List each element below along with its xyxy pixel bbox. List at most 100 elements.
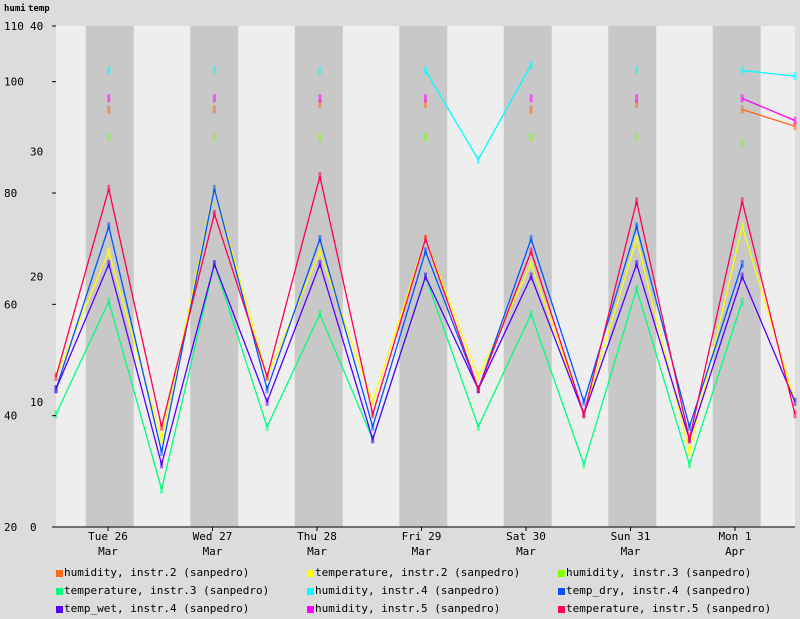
legend-item: temperature, instr.2 (sanpedro) <box>307 566 558 580</box>
legend-label: humidity, instr.2 (sanpedro) <box>64 566 250 579</box>
night-band <box>712 26 761 527</box>
series-line <box>55 188 743 453</box>
x-tick-month-label: Mar <box>307 545 327 558</box>
data-point <box>582 397 586 406</box>
night-band <box>294 26 343 527</box>
x-tick-day-label: Tue 26 <box>88 530 128 543</box>
data-point <box>740 138 744 147</box>
data-point <box>107 66 111 75</box>
data-point <box>212 66 216 75</box>
data-point <box>318 234 322 243</box>
corner-label-humi: humi <box>4 3 26 14</box>
humidity-tick-label: 60 <box>4 298 17 311</box>
data-point <box>740 66 744 75</box>
legend-swatch <box>558 587 565 595</box>
data-point <box>107 133 111 142</box>
series-line <box>741 97 796 122</box>
data-point <box>160 460 164 469</box>
x-tick-day-label: Sun 31 <box>611 530 651 543</box>
x-tick-month-label: Mar <box>203 545 223 558</box>
legend-item: humidity, instr.5 (sanpedro) <box>307 602 558 616</box>
data-point <box>529 310 533 319</box>
data-point <box>635 99 639 108</box>
series-1 <box>107 99 797 131</box>
legend-swatch <box>56 587 63 595</box>
data-point <box>424 247 427 256</box>
legend-label: humidity, instr.5 (sanpedro) <box>315 602 501 615</box>
data-point <box>793 116 797 125</box>
data-point <box>160 435 164 444</box>
legend-item: temperature, instr.3 (sanpedro) <box>56 584 307 598</box>
data-point <box>54 372 58 381</box>
data-point <box>318 133 322 142</box>
data-point <box>424 133 427 142</box>
legend: humidity, instr.2 (sanpedro) temperature,… <box>56 566 800 616</box>
x-tick-day-label: Fri 29 <box>402 530 442 543</box>
data-point <box>212 94 216 103</box>
data-point <box>371 435 375 444</box>
x-tick-day-label: Mon 1 <box>718 530 751 543</box>
data-point <box>635 285 639 294</box>
data-point <box>476 155 480 164</box>
legend-swatch <box>307 587 314 595</box>
data-point <box>318 310 322 319</box>
data-point <box>635 197 639 206</box>
data-point <box>107 105 111 114</box>
data-point <box>265 397 269 406</box>
data-point <box>635 133 639 142</box>
data-point <box>160 485 164 494</box>
data-point <box>107 247 111 256</box>
data-point <box>107 297 111 306</box>
data-point <box>160 422 164 431</box>
series-3 <box>107 133 744 147</box>
data-point <box>740 222 744 231</box>
data-point <box>476 422 480 431</box>
temperature-tick-label: 10 <box>30 396 43 409</box>
legend-swatch <box>56 569 63 577</box>
data-point <box>740 197 744 206</box>
data-point <box>740 259 744 268</box>
data-point <box>687 435 691 444</box>
legend-swatch <box>307 605 314 613</box>
humidity-tick-label: 110 <box>4 20 24 33</box>
data-point <box>424 99 427 108</box>
data-point <box>687 460 691 469</box>
data-point <box>424 66 427 75</box>
data-point <box>740 105 744 114</box>
series-layer <box>54 60 797 494</box>
data-point <box>529 105 533 114</box>
data-point <box>635 222 639 231</box>
data-point <box>529 272 533 281</box>
data-point <box>265 372 269 381</box>
data-point <box>54 385 58 394</box>
data-point <box>793 410 797 419</box>
data-point <box>318 66 322 75</box>
data-point <box>54 410 58 419</box>
series-9 <box>54 172 797 444</box>
data-point <box>740 297 744 306</box>
data-point <box>529 234 533 243</box>
data-point <box>687 447 691 456</box>
data-point <box>793 397 797 406</box>
data-point <box>212 184 216 193</box>
humidity-tick-label: 40 <box>4 410 17 423</box>
temperature-tick-label: 20 <box>30 271 43 284</box>
data-point <box>212 133 216 142</box>
humidity-tick-label: 100 <box>4 76 24 89</box>
data-point <box>635 259 639 268</box>
data-point <box>160 447 164 456</box>
series-5 <box>107 60 797 164</box>
data-point <box>107 94 111 103</box>
data-point <box>265 385 269 394</box>
day-night-bands <box>56 26 795 527</box>
humidity-tick-label: 20 <box>4 521 17 534</box>
data-point <box>582 410 586 419</box>
data-point <box>424 234 427 243</box>
x-tick-month-label: Apr <box>725 545 745 558</box>
data-point <box>476 385 480 394</box>
data-point <box>635 66 639 75</box>
data-point <box>793 72 797 81</box>
data-point <box>476 372 480 381</box>
legend-label: temperature, instr.3 (sanpedro) <box>64 584 270 597</box>
